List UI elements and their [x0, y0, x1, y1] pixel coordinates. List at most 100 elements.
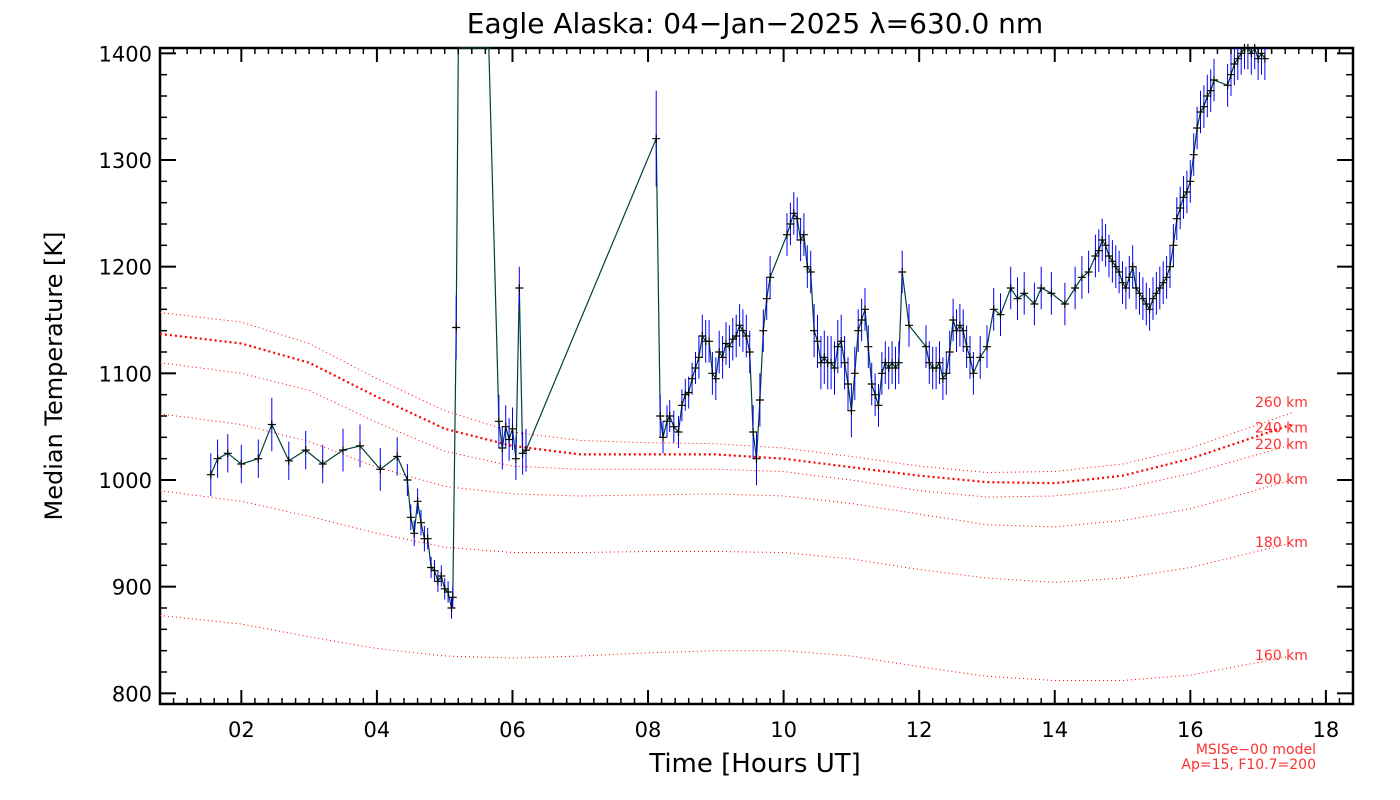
data-point [1196, 108, 1205, 116]
model-curve [159, 615, 1293, 681]
data-point [806, 268, 815, 276]
data-point [1111, 262, 1120, 271]
data-point [663, 417, 671, 426]
data-point [813, 337, 822, 346]
y-axis-label: Median Temperature [K] [40, 231, 68, 520]
data-point [1132, 284, 1141, 292]
data-point [705, 337, 714, 346]
data-point [688, 374, 697, 383]
data-point [677, 401, 686, 410]
data-point [1210, 76, 1218, 84]
data-point [318, 460, 327, 468]
data-point [1118, 278, 1127, 287]
model-curve [159, 362, 1293, 498]
data-point [1206, 86, 1215, 95]
data-point [1227, 70, 1235, 79]
data-point [1182, 188, 1191, 196]
data-point [1105, 252, 1113, 260]
data-point [1186, 177, 1195, 186]
data-point [955, 321, 964, 330]
data-point [417, 518, 425, 527]
data-point [1230, 60, 1239, 68]
data-point [1071, 284, 1080, 292]
data-point [254, 454, 263, 463]
data-point [833, 342, 842, 351]
data-point [932, 364, 941, 372]
data-point [1084, 268, 1093, 276]
data-point [1172, 214, 1181, 223]
data-point [738, 326, 747, 335]
data-point [905, 321, 913, 330]
data-point [403, 476, 412, 484]
data-point [213, 454, 222, 463]
x-tick-label: 10 [770, 718, 797, 742]
data-point [1098, 236, 1107, 244]
data-point [1193, 124, 1202, 132]
data-point [1233, 54, 1242, 63]
data-point [339, 446, 347, 455]
data-point [803, 262, 812, 271]
chart-title: Eagle Alaska: 04−Jan−2025 λ=630.0 nm [467, 7, 1043, 40]
data-point [452, 323, 461, 332]
data-point [742, 332, 751, 340]
data-point [698, 332, 707, 340]
data-point [786, 220, 795, 228]
data-point [871, 390, 880, 399]
data-point [1077, 273, 1086, 282]
data-point [448, 593, 457, 602]
data-point [494, 417, 503, 426]
data-point [444, 588, 453, 596]
data-point [894, 358, 903, 367]
x-tick-label: 14 [1041, 718, 1068, 742]
y-tick-label: 1300 [99, 149, 152, 173]
data-point [1162, 273, 1171, 282]
measurement-line [210, 46, 1266, 609]
data-point [511, 454, 520, 463]
data-point [864, 342, 873, 351]
model-curve [159, 332, 1293, 485]
data-point [796, 236, 805, 244]
model-curve-label: 240 km [1255, 421, 1308, 437]
data-point [783, 230, 791, 239]
data-point [1179, 193, 1188, 202]
y-tick-label: 900 [112, 576, 152, 600]
plot-frame [158, 46, 1355, 706]
data-point [410, 529, 419, 538]
data-point [413, 497, 422, 506]
data-point [1115, 268, 1124, 276]
data-point [1128, 262, 1137, 271]
model-curve [159, 413, 1293, 528]
data-point [1247, 49, 1256, 58]
x-tick-label: 12 [906, 718, 933, 742]
data-point [691, 364, 700, 372]
data-point [522, 446, 530, 455]
data-point [1223, 81, 1232, 90]
data-point [755, 396, 764, 404]
data-point [498, 444, 507, 452]
y-tick-label: 1100 [99, 362, 152, 386]
data-point [1149, 294, 1157, 303]
data-point [867, 380, 876, 388]
data-point [694, 353, 703, 362]
model-curve-label: 260 km [1255, 395, 1308, 411]
data-point [1091, 252, 1100, 260]
data-point [962, 342, 971, 351]
data-point [206, 470, 215, 479]
data-point [447, 604, 456, 612]
data-point [708, 369, 717, 378]
data-point [837, 337, 846, 346]
data-point [881, 358, 890, 367]
x-tick-label: 08 [635, 718, 662, 742]
data-point [996, 310, 1005, 319]
data-point [942, 369, 951, 378]
data-point [827, 358, 836, 367]
data-point [267, 420, 276, 429]
data-point [861, 305, 869, 314]
data-point [284, 456, 293, 465]
data-point [820, 353, 829, 362]
data-point [1152, 289, 1161, 298]
data-point [433, 577, 442, 586]
data-point [789, 209, 798, 218]
measurement-series [206, 0, 1269, 619]
